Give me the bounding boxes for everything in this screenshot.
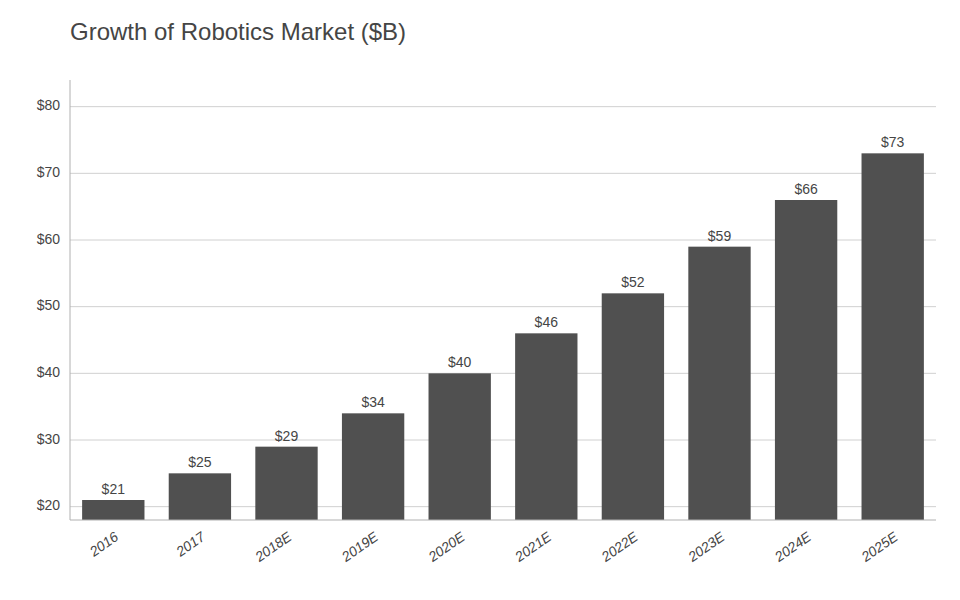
data-label: $66 (794, 181, 818, 197)
grid-line (70, 173, 936, 174)
x-tick-labels: 2016 2017 2018E 2019E 2020E 2021E 2022E 2023E 20… (86, 528, 901, 566)
bars (82, 153, 924, 520)
bar (515, 333, 577, 520)
bar (255, 447, 317, 520)
bar (862, 153, 924, 520)
data-label: $46 (535, 314, 559, 330)
data-label: $73 (881, 134, 905, 150)
chart-container: Growth of Robotics Market ($B)$20$30$40$… (0, 0, 960, 600)
x-tick-label: 2025E (857, 528, 901, 565)
chart: Growth of Robotics Market ($B)$20$30$40$… (0, 0, 960, 600)
x-axis-line (70, 520, 936, 521)
bar (82, 500, 144, 520)
x-tick-label: 2020E (424, 528, 468, 565)
bar (429, 373, 491, 520)
data-label: $59 (708, 228, 732, 244)
y-tick-label: $30 (37, 431, 61, 447)
bar (342, 413, 404, 520)
y-axis-line (70, 80, 71, 520)
x-tick-label: 2024E (771, 528, 815, 565)
bar (602, 293, 664, 520)
axes (70, 80, 936, 520)
x-tick-label: 2021E (511, 528, 555, 565)
x-tick-label: 2022E (598, 528, 642, 565)
bar (775, 200, 837, 520)
x-tick-label: 2023E (684, 528, 728, 565)
y-tick-label: $50 (37, 297, 61, 313)
y-tick-label: $40 (37, 364, 61, 380)
y-tick-label: $60 (37, 231, 61, 247)
data-label: $25 (188, 454, 212, 470)
data-labels: $21 $25 $29 $34 $40 $46 $52 $59 $66 $73 (102, 134, 905, 497)
x-tick-label: 2017 (172, 528, 209, 560)
x-tick-label: 2016 (86, 528, 122, 560)
data-label: $29 (275, 428, 299, 444)
data-label: $52 (621, 274, 645, 290)
data-label: $40 (448, 354, 472, 370)
grid-line (70, 106, 936, 107)
data-label: $21 (102, 481, 126, 497)
title: Growth of Robotics Market ($B) (70, 18, 406, 45)
bar (169, 473, 231, 520)
bar (688, 247, 750, 520)
y-tick-label: $70 (37, 164, 61, 180)
x-tick-label: 2018E (251, 528, 295, 565)
y-tick-labels: $20 $30 $40 $50 $60 $70 $80 (37, 97, 61, 513)
y-tick-label: $20 (37, 497, 61, 513)
data-label: $34 (361, 394, 385, 410)
x-tick-label: 2019E (338, 528, 382, 565)
y-tick-label: $80 (37, 97, 61, 113)
